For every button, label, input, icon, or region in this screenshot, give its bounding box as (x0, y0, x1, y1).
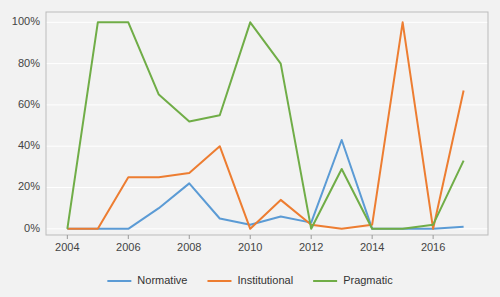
y-tick-label: 20% (18, 180, 40, 192)
y-tick-label: 100% (12, 15, 40, 27)
y-tick-label: 0% (24, 222, 40, 234)
legend-swatch (313, 280, 337, 282)
legend-item: Pragmatic (313, 274, 393, 286)
x-tick-label: 2012 (299, 241, 323, 253)
x-tick-label: 2008 (177, 241, 201, 253)
x-tick (189, 235, 190, 239)
series-line (67, 22, 463, 228)
background (0, 0, 500, 297)
series-line (67, 22, 463, 228)
grid-line (46, 187, 488, 188)
x-tick-label: 2014 (360, 241, 384, 253)
legend-item: Normative (107, 274, 187, 286)
x-tick-label: 2016 (421, 241, 445, 253)
legend-swatch (207, 280, 231, 282)
x-tick (128, 235, 129, 239)
y-tick-label: 60% (18, 98, 40, 110)
legend-item: Institutional (207, 274, 293, 286)
x-tick-label: 2010 (238, 241, 262, 253)
y-tick-label: 80% (18, 57, 40, 69)
legend-label: Normative (137, 274, 187, 286)
x-tick-label: 2004 (55, 241, 79, 253)
x-tick (67, 235, 68, 239)
series-group (67, 22, 463, 228)
chart: 0% 20% 40% 60% 80% 100% 2004 2006 2008 2010 2012 20… (0, 0, 500, 297)
x-tick-label: 2006 (116, 241, 140, 253)
legend-label: Pragmatic (343, 274, 393, 286)
grid-line (46, 63, 488, 64)
x-tick (250, 235, 251, 239)
legend: Normative Institutional Pragmatic (107, 274, 393, 286)
plot-frame (46, 12, 488, 235)
x-tick (433, 235, 434, 239)
y-tick-label: 40% (18, 139, 40, 151)
x-tick (311, 235, 312, 239)
legend-swatch (107, 280, 131, 282)
x-tick (372, 235, 373, 239)
legend-label: Institutional (237, 274, 293, 286)
grid-line (46, 104, 488, 105)
grid (46, 22, 488, 228)
